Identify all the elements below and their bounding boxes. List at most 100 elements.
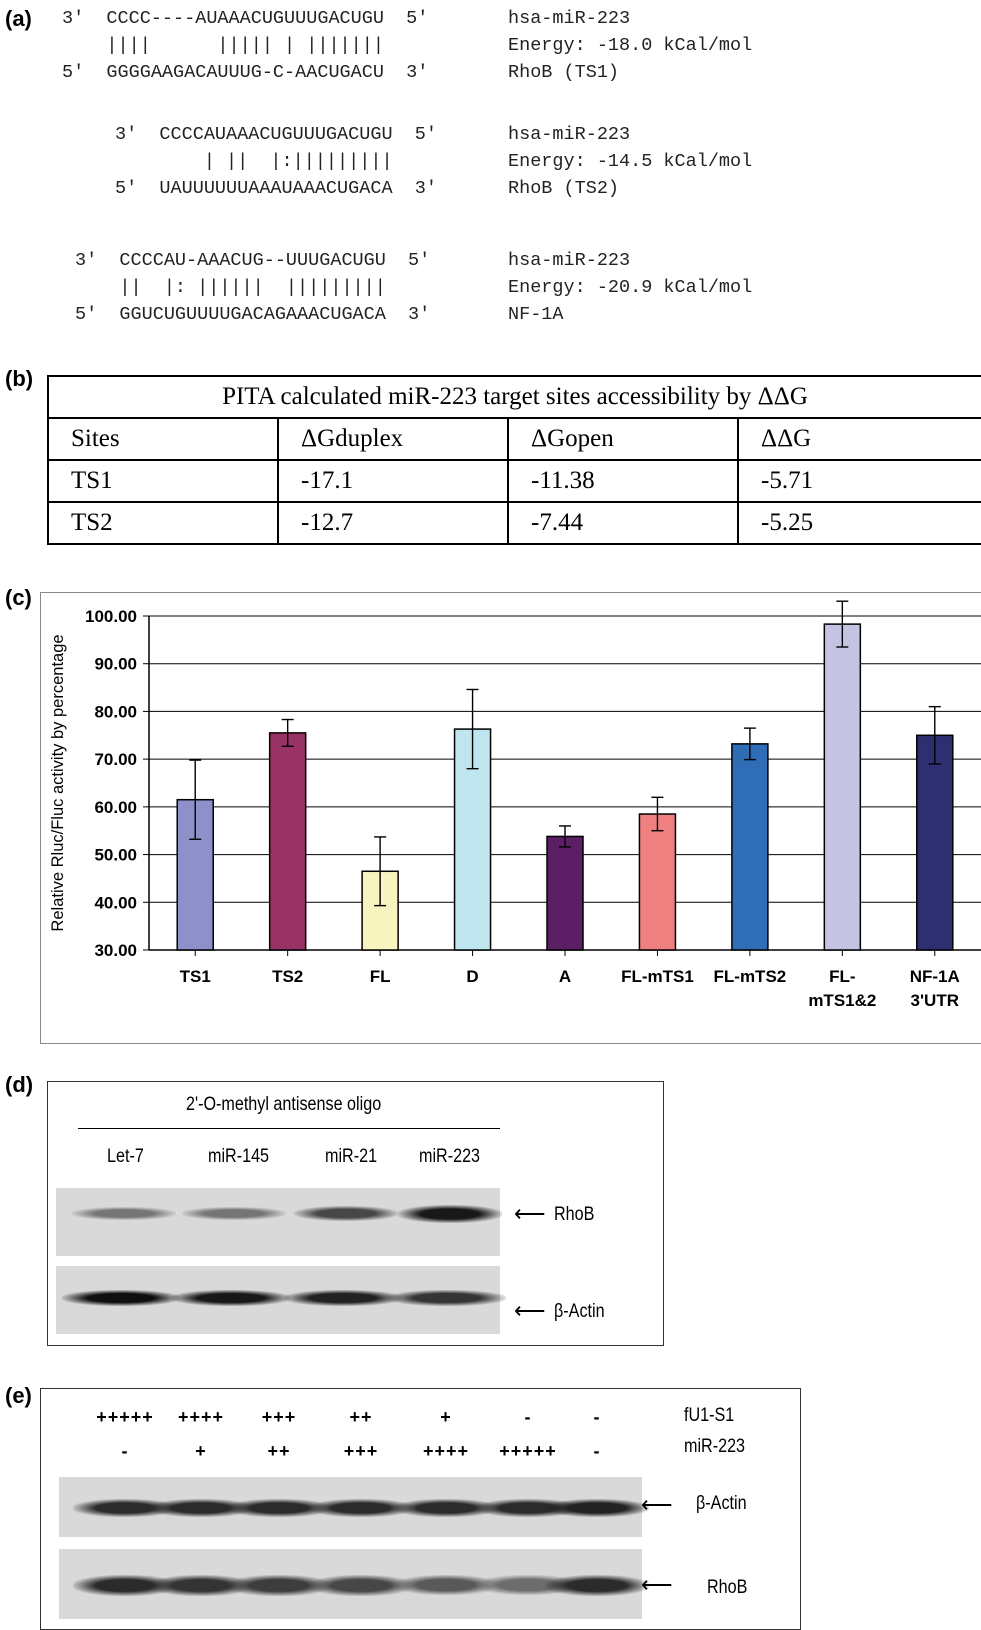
y-tick-label: 30.00: [94, 941, 137, 960]
panel-a-label: (a): [5, 6, 32, 31]
rhob-band-label: RhoB: [554, 1204, 595, 1225]
alignment-1-mirna-seq: 3' CCCC----AUAAACUGUUUGACUGU 5': [62, 8, 429, 29]
oligo-header: 2'-O-methyl antisense oligo: [186, 1094, 382, 1115]
table-cell: -5.25: [737, 501, 981, 545]
bar-chart: 100.00 90.00 80.00 70.00 60.00 50.00 40.00 30.0…: [49, 600, 981, 1010]
bar: [731, 743, 769, 951]
x-tick-label: FL-mTS2: [714, 967, 787, 986]
table-cell: TS1: [47, 459, 279, 503]
rhob-band: [545, 1575, 649, 1597]
actin-band: [227, 1499, 331, 1517]
y-tick-label: 50.00: [94, 846, 137, 865]
mir223-dose: +++: [343, 1441, 379, 1461]
table-cell: TS2: [47, 501, 279, 545]
rhob-band: [398, 1205, 502, 1223]
rhob-band: [227, 1575, 331, 1596]
y-tick-label: 40.00: [94, 893, 137, 912]
actin-band-label: β-Actin: [554, 1301, 605, 1322]
alignment-2-mirna-name: hsa-miR-223: [508, 124, 631, 145]
bar: [638, 813, 677, 951]
table-cell: -7.44: [507, 501, 739, 545]
actin-arrow-icon: ⟵: [514, 1298, 546, 1323]
fu1-s1-dose: ++: [349, 1407, 373, 1427]
alignment-1-mirna-name: hsa-miR-223: [508, 8, 631, 29]
alignment-1-pairs: |||| ||||| | |||||||: [62, 35, 384, 56]
lane-label: miR-145: [208, 1146, 270, 1167]
x-tick-label: TS1: [180, 967, 211, 986]
actin-band: [394, 1499, 498, 1517]
table-cell: -17.1: [277, 459, 509, 503]
mir223-dose: ++++: [422, 1441, 470, 1461]
y-tick-label: 60.00: [94, 798, 137, 817]
x-tick-label: FL-mTS1: [621, 967, 694, 986]
actin-band: [388, 1290, 506, 1306]
x-tick-label: mTS1&2: [808, 991, 876, 1010]
alignment-1-target: RhoB (TS1): [508, 62, 620, 83]
lane-label: miR-223: [419, 1146, 481, 1167]
fu1-s1-dose: +++: [261, 1407, 297, 1427]
x-tick-label: NF-1A: [910, 967, 960, 986]
panel-b-label: (b): [5, 366, 34, 391]
alignment-1-energy: Energy: -18.0 kCal/mol: [508, 35, 753, 56]
pita-header-row: Sites ΔGduplex ΔGopen ΔΔG: [47, 417, 981, 461]
fu1-s1-dose: +: [440, 1407, 452, 1427]
pita-header-ddg: ΔΔG: [737, 417, 981, 461]
y-tick-label: 100.00: [85, 607, 137, 626]
mir223-dose: -: [593, 1441, 601, 1461]
x-tick-label: D: [466, 967, 478, 986]
table-row: TS1 -17.1 -11.38 -5.71: [47, 459, 981, 503]
rhob-band: [309, 1575, 413, 1596]
pita-header-dgopen: ΔGopen: [507, 417, 739, 461]
pita-table-title: PITA calculated miR-223 target sites acc…: [47, 375, 981, 419]
mir223-dose: +: [195, 1441, 207, 1461]
y-tick-label: 90.00: [94, 655, 137, 674]
rhob-band: [182, 1206, 286, 1221]
fu1-s1-dose: ++++: [177, 1407, 225, 1427]
table-cell: -12.7: [277, 501, 509, 545]
western-blot-e: +++++ ++++ +++ ++ + - - - + ++ +++ ++++ +++++ - fU1-S…: [40, 1388, 801, 1630]
mir223-dose: -: [121, 1441, 129, 1461]
oligo-header-line: [78, 1128, 500, 1129]
table-row: TS2 -12.7 -7.44 -5.25: [47, 501, 981, 545]
pita-header-sites: Sites: [47, 417, 279, 461]
actin-band-label: β-Actin: [696, 1493, 747, 1514]
x-tick-label: TS2: [272, 967, 303, 986]
x-tick-label: 3'UTR: [911, 991, 959, 1010]
bar: [916, 734, 954, 951]
alignment-3-pairs: || |: |||||| |||||||||: [75, 277, 386, 298]
mir223-row-label: miR-223: [684, 1436, 746, 1457]
rhob-band-label: RhoB: [707, 1577, 748, 1598]
x-tick-label: FL: [370, 967, 391, 986]
alignment-1-target-seq: 5' GGGGAAGACAUUUG-C-AACUGACU 3': [62, 62, 429, 83]
bar: [823, 623, 862, 951]
fu1-s1-dose: +++++: [96, 1407, 154, 1427]
panel-c-label: (c): [5, 585, 32, 610]
alignment-2-energy: Energy: -14.5 kCal/mol: [508, 151, 753, 172]
table-cell: -5.71: [737, 459, 981, 503]
y-tick-label: 80.00: [94, 702, 137, 721]
pita-title-row: PITA calculated miR-223 target sites acc…: [47, 375, 981, 419]
table-cell: -11.38: [507, 459, 739, 503]
mir223-dose: ++: [267, 1441, 291, 1461]
mir223-dose: +++++: [499, 1441, 557, 1461]
x-tick-label: A: [559, 967, 571, 986]
rhob-band: [149, 1575, 253, 1597]
rhob-arrow-icon: ⟵: [641, 1572, 673, 1597]
fu1-s1-dose: -: [524, 1407, 532, 1427]
western-blot-d: 2'-O-methyl antisense oligo Let-7 miR-14…: [47, 1081, 664, 1346]
actin-band: [172, 1290, 290, 1306]
alignment-2-mirna-seq: 3' CCCCAUAAACUGUUUGACUGU 5': [115, 124, 437, 145]
alignment-3-energy: Energy: -20.9 kCal/mol: [508, 277, 753, 298]
rhob-band: [294, 1205, 398, 1222]
bar: [546, 835, 584, 951]
actin-band: [284, 1290, 402, 1306]
y-tick-label: 70.00: [94, 750, 137, 769]
fu1-s1-dose: -: [593, 1407, 601, 1427]
rhob-band: [72, 1206, 176, 1221]
alignment-3-mirna-name: hsa-miR-223: [508, 250, 631, 271]
pita-header-dgduplex: ΔGduplex: [277, 417, 509, 461]
alignment-3-target-seq: 5' GGUCUGUUUUGACAGAAACUGACA 3': [75, 304, 431, 325]
lane-label: Let-7: [107, 1146, 144, 1167]
x-tick-label: FL-: [829, 967, 855, 986]
alignment-2-pairs: | || |:|||||||||: [115, 151, 393, 172]
